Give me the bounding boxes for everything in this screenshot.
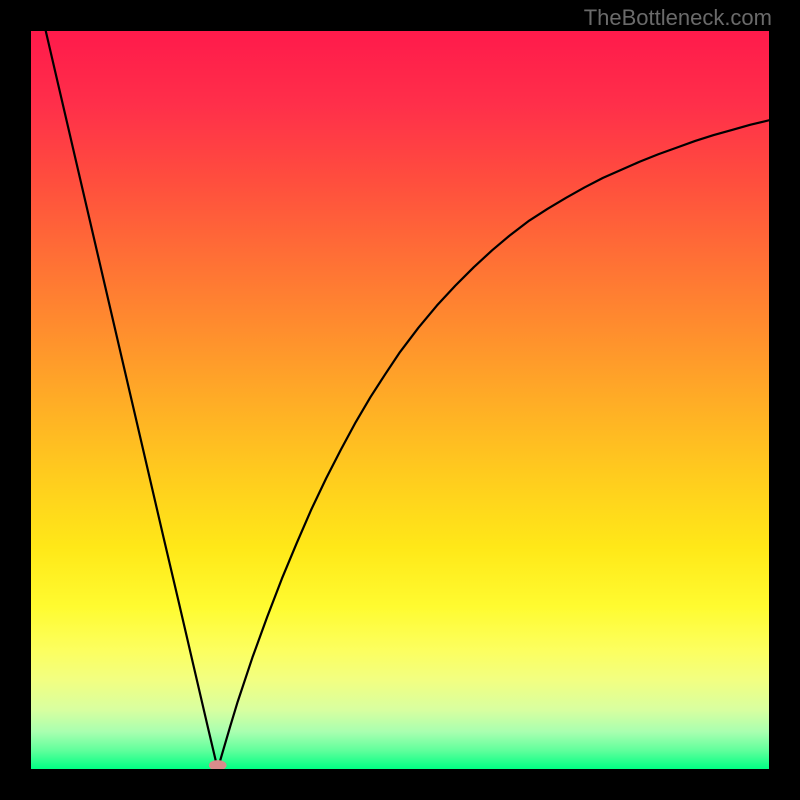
watermark-label: TheBottleneck.com (584, 5, 772, 31)
chart-svg (31, 31, 769, 769)
gradient-background (31, 31, 769, 769)
plot-area (31, 31, 769, 769)
chart-stage: TheBottleneck.com (0, 0, 800, 800)
